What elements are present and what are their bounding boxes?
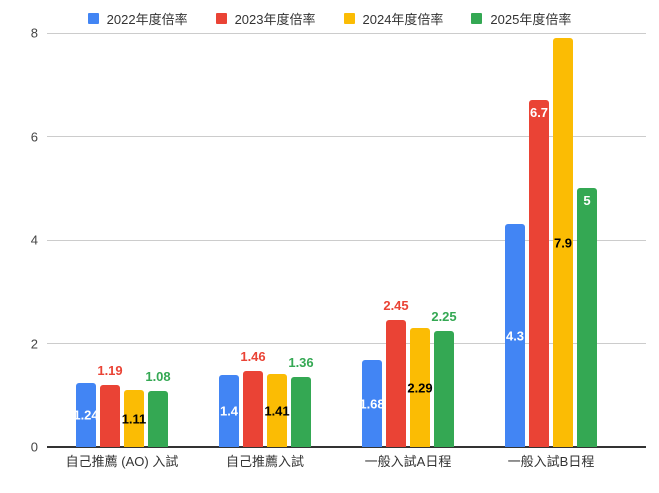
bar-value-label: 1.24 [73, 407, 99, 423]
gridline [47, 136, 646, 137]
bar-value-label: 2.45 [383, 298, 409, 313]
category-label: 自己推薦 (AO) 入試 [65, 454, 179, 469]
bar[interactable] [100, 385, 120, 447]
bar-value-label: 6.7 [529, 105, 549, 120]
y-axis-tick-label: 4 [30, 232, 38, 248]
y-axis-tick-label: 0 [30, 439, 38, 455]
bar-value-label: 1.46 [240, 349, 266, 364]
bar[interactable] [577, 188, 597, 447]
bar[interactable] [76, 383, 96, 447]
y-axis-tick-label: 8 [30, 25, 38, 41]
legend-label: 2025年度倍率 [490, 12, 572, 27]
bar[interactable] [243, 371, 263, 447]
legend-swatch-icon [343, 13, 355, 24]
gridline [47, 239, 646, 241]
legend-label: 2022年度倍率 [106, 12, 188, 27]
legend-item: 2022年度倍率 [87, 9, 188, 28]
legend-swatch-icon [87, 13, 99, 24]
bar-value-label: 1.4 [219, 403, 239, 419]
bar[interactable] [362, 360, 382, 447]
bar-value-label: 1.68 [359, 396, 385, 411]
legend-item: 2025年度倍率 [471, 9, 571, 28]
bar-value-label: 1.11 [121, 411, 147, 426]
bar[interactable] [553, 38, 573, 447]
legend-label: 2024年度倍率 [362, 12, 444, 27]
bar-value-label: 1.08 [145, 369, 171, 384]
category-label: 一般入試A日程 [364, 454, 452, 469]
chart-legend: 2022年度倍率 2023年度倍率 2024年度倍率 2025年度倍率 [0, 9, 659, 28]
category-label: 一般入試B日程 [507, 454, 595, 469]
bar-value-label: 1.36 [288, 355, 314, 370]
bar[interactable] [529, 100, 549, 447]
category-label: 自己推薦入試 [225, 454, 305, 469]
legend-item: 2024年度倍率 [343, 9, 444, 28]
x-axis-baseline [47, 446, 646, 448]
bar-value-label: 4.3 [505, 328, 525, 343]
legend-label: 2023年度倍率 [234, 12, 316, 27]
legend-item: 2023年度倍率 [215, 9, 316, 28]
bar-value-label: 5 [583, 193, 591, 208]
gridline [47, 32, 646, 34]
bar[interactable] [505, 224, 525, 447]
bar[interactable] [219, 375, 239, 447]
bar[interactable] [148, 391, 168, 447]
y-axis-tick-label: 6 [30, 129, 38, 144]
bar[interactable] [291, 377, 311, 447]
bar[interactable] [434, 331, 454, 447]
bar[interactable] [410, 328, 430, 447]
bar-value-label: 1.19 [97, 363, 123, 378]
y-axis-tick-label: 2 [30, 336, 38, 351]
bar[interactable] [267, 374, 287, 447]
bar-value-label: 2.25 [431, 309, 457, 324]
bar[interactable] [386, 320, 406, 447]
bar-value-label: 1.41 [264, 403, 290, 418]
legend-swatch-icon [471, 13, 483, 24]
legend-swatch-icon [215, 13, 227, 24]
bar-value-label: 7.9 [553, 235, 573, 250]
bar-value-label: 2.29 [407, 380, 433, 395]
gridline [47, 343, 646, 344]
bar[interactable] [124, 390, 144, 447]
